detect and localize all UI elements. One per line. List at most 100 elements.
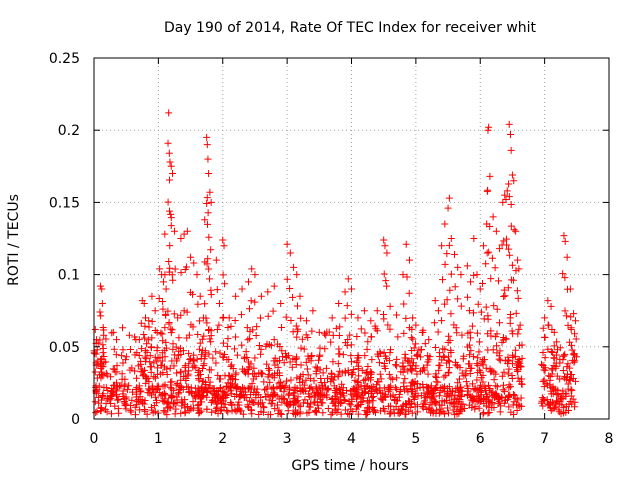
data-point — [113, 362, 121, 370]
data-point — [163, 411, 171, 419]
data-point — [483, 392, 491, 400]
data-point — [423, 361, 431, 369]
data-point — [224, 408, 232, 416]
data-point — [283, 353, 291, 361]
data-point — [493, 383, 501, 391]
data-point — [438, 242, 446, 250]
data-point — [133, 374, 141, 382]
data-point — [452, 399, 460, 407]
data-point — [225, 355, 233, 363]
data-point — [238, 341, 246, 349]
data-point — [201, 300, 209, 308]
data-point — [467, 278, 475, 286]
data-point — [194, 406, 202, 414]
data-point — [566, 370, 574, 378]
data-point — [457, 400, 465, 408]
data-point — [184, 370, 192, 378]
data-point — [202, 380, 210, 388]
data-point — [473, 329, 481, 337]
data-point — [282, 352, 290, 360]
data-point — [470, 309, 478, 317]
data-point — [287, 317, 295, 325]
data-point — [369, 397, 377, 405]
data-point — [516, 402, 524, 410]
data-point — [561, 350, 569, 358]
data-point — [505, 391, 513, 399]
data-point — [269, 396, 277, 404]
x-tick-label: 4 — [347, 431, 356, 447]
data-point — [343, 302, 351, 310]
data-point — [118, 375, 126, 383]
data-point — [372, 386, 380, 394]
data-point — [99, 323, 107, 331]
data-point — [193, 355, 201, 363]
data-point — [537, 399, 545, 407]
data-point — [164, 139, 172, 147]
data-point — [461, 405, 469, 413]
data-point — [217, 399, 225, 407]
data-point — [315, 328, 323, 336]
data-point — [466, 334, 474, 342]
data-point — [386, 302, 394, 310]
data-point — [253, 323, 261, 331]
data-point — [170, 399, 178, 407]
data-point — [507, 146, 515, 154]
data-point — [160, 390, 168, 398]
data-point — [122, 401, 130, 409]
data-point — [321, 391, 329, 399]
data-point — [373, 307, 381, 315]
data-point — [205, 265, 213, 273]
data-point — [337, 410, 345, 418]
data-point — [237, 387, 245, 395]
data-point — [164, 398, 172, 406]
data-point — [463, 382, 471, 390]
data-point — [435, 409, 443, 417]
data-point — [208, 408, 216, 416]
data-point — [99, 372, 107, 380]
data-point — [493, 349, 501, 357]
data-point — [355, 372, 363, 380]
data-point — [151, 374, 159, 382]
data-point — [148, 317, 156, 325]
data-point — [204, 255, 212, 263]
data-point — [316, 344, 324, 352]
data-point — [93, 386, 101, 394]
data-point — [405, 256, 413, 264]
data-point — [112, 351, 120, 359]
data-point — [219, 314, 227, 322]
data-point — [254, 400, 262, 408]
data-point — [389, 375, 397, 383]
data-point — [441, 220, 449, 228]
data-point — [160, 407, 168, 415]
data-point — [553, 391, 561, 399]
data-point — [559, 366, 567, 374]
data-point — [109, 328, 117, 336]
data-point — [504, 396, 512, 404]
data-point — [503, 187, 511, 195]
data-point — [203, 260, 211, 268]
data-point — [172, 381, 180, 389]
data-point — [436, 405, 444, 413]
data-point — [282, 377, 290, 385]
data-point — [500, 293, 508, 301]
data-point — [409, 314, 417, 322]
data-point — [466, 341, 474, 349]
data-point — [329, 358, 337, 366]
data-point — [232, 333, 240, 341]
data-point — [431, 384, 439, 392]
data-point — [498, 372, 506, 380]
data-point — [138, 345, 146, 353]
data-point — [354, 379, 362, 387]
data-point — [179, 399, 187, 407]
data-point — [198, 351, 206, 359]
data-point — [407, 334, 415, 342]
data-point — [556, 355, 564, 363]
data-point — [479, 279, 487, 287]
data-point — [161, 271, 169, 279]
data-point — [361, 388, 369, 396]
data-point — [492, 227, 500, 235]
data-point — [457, 392, 465, 400]
data-point — [379, 389, 387, 397]
data-point — [538, 360, 546, 368]
data-point — [200, 361, 208, 369]
